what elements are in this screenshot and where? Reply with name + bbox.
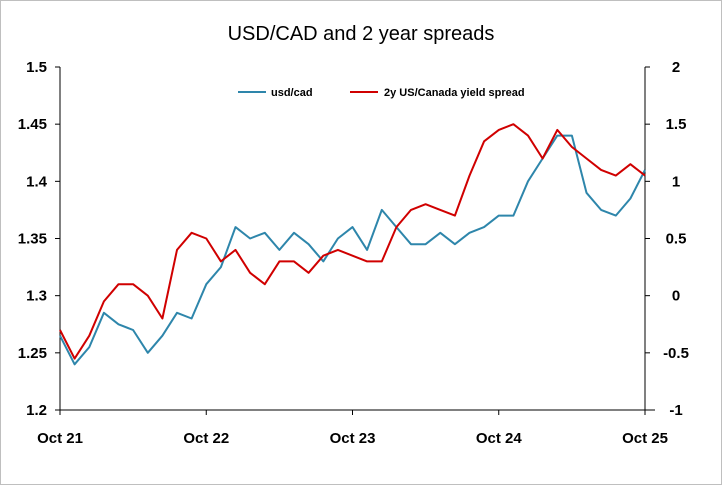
right-tick-label: -0.5 bbox=[663, 345, 689, 362]
x-tick-label: Oct 22 bbox=[183, 430, 229, 447]
x-tick-label: Oct 24 bbox=[476, 430, 523, 447]
legend-label-usdcad: usd/cad bbox=[271, 87, 313, 99]
x-tick-label: Oct 21 bbox=[37, 430, 83, 447]
x-tick-label: Oct 23 bbox=[330, 430, 376, 447]
left-tick-label: 1.45 bbox=[18, 116, 47, 133]
left-tick-label: 1.5 bbox=[26, 59, 47, 76]
right-tick-label: 0.5 bbox=[666, 231, 687, 248]
left-tick-label: 1.35 bbox=[18, 231, 47, 248]
right-tick-label: 1.5 bbox=[666, 116, 687, 133]
left-tick-label: 1.2 bbox=[26, 402, 47, 419]
x-tick-label: Oct 25 bbox=[622, 430, 668, 447]
right-tick-label: 0 bbox=[672, 288, 680, 305]
chart-title: USD/CAD and 2 year spreads bbox=[228, 23, 495, 45]
right-tick-label: 2 bbox=[672, 59, 680, 76]
right-tick-label: 1 bbox=[672, 173, 680, 190]
series-line-yield-spread bbox=[59, 123, 646, 360]
left-tick-label: 1.3 bbox=[26, 288, 47, 305]
legend-label-yield-spread: 2y US/Canada yield spread bbox=[384, 87, 525, 99]
left-tick-label: 1.4 bbox=[26, 173, 48, 190]
right-tick-label: -1 bbox=[669, 402, 682, 419]
left-tick-label: 1.25 bbox=[18, 345, 47, 362]
